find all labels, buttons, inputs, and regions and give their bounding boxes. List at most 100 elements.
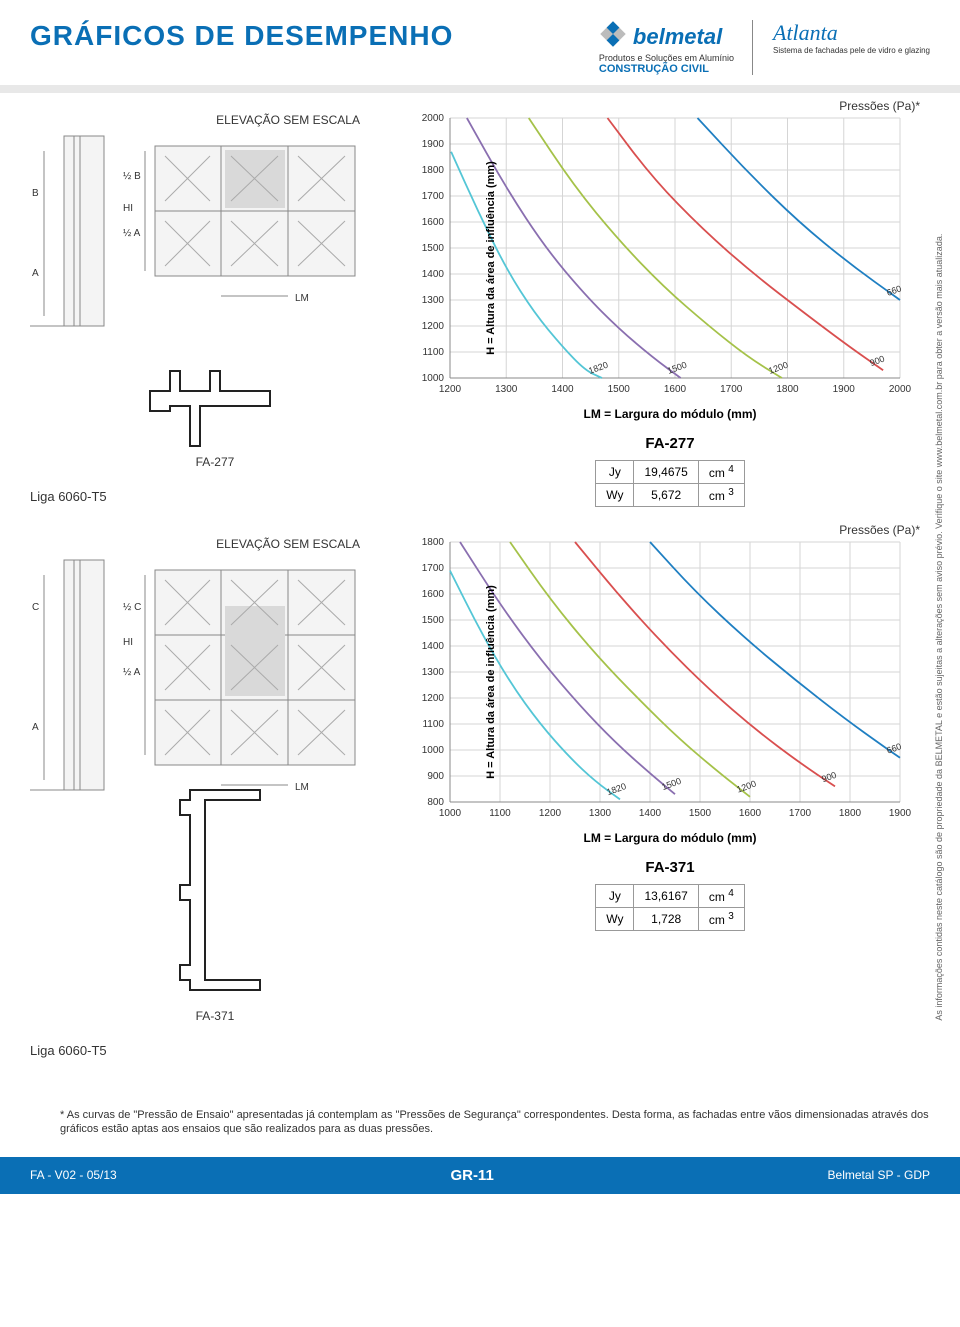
dim-halfA: ½ A bbox=[123, 228, 141, 239]
svg-text:900: 900 bbox=[427, 771, 444, 782]
logo-group: belmetal Produtos e Soluções em Alumínio… bbox=[599, 20, 930, 75]
footer-page-number: GR-11 bbox=[450, 1167, 493, 1184]
svg-text:1300: 1300 bbox=[422, 667, 445, 678]
svg-text:900: 900 bbox=[868, 354, 886, 369]
svg-text:1800: 1800 bbox=[422, 537, 445, 548]
dim-halfA2: ½ A bbox=[123, 667, 141, 678]
svg-text:1400: 1400 bbox=[422, 269, 445, 280]
svg-text:1000: 1000 bbox=[422, 373, 445, 384]
svg-text:1200: 1200 bbox=[439, 384, 462, 395]
profile-code-1: FA-277 bbox=[30, 455, 400, 469]
svg-text:1500: 1500 bbox=[422, 615, 445, 626]
pressoes-label-1: Pressões (Pa)* bbox=[839, 99, 920, 113]
svg-text:800: 800 bbox=[427, 797, 444, 808]
belmetal-diamond-icon bbox=[599, 20, 627, 53]
svg-text:1900: 1900 bbox=[833, 384, 856, 395]
props-title-2: FA-371 bbox=[410, 859, 930, 876]
svg-text:2000: 2000 bbox=[422, 113, 445, 124]
svg-text:1500: 1500 bbox=[689, 808, 712, 819]
footnote: * As curvas de "Pressão de Ensaio" apres… bbox=[0, 1098, 960, 1157]
svg-text:1500: 1500 bbox=[666, 360, 688, 376]
svg-text:1000: 1000 bbox=[422, 745, 445, 756]
svg-text:1300: 1300 bbox=[495, 384, 518, 395]
svg-text:1100: 1100 bbox=[489, 808, 511, 819]
dim-A: A bbox=[32, 268, 39, 279]
dim-LM2: LM bbox=[295, 782, 309, 793]
atlanta-logo: Atlanta Sistema de fachadas pele de vidr… bbox=[773, 20, 930, 55]
svg-text:1600: 1600 bbox=[422, 589, 445, 600]
footer-right: Belmetal SP - GDP bbox=[828, 1168, 930, 1182]
svg-text:1800: 1800 bbox=[839, 808, 862, 819]
profile-drawing-fa277 bbox=[30, 361, 400, 451]
svg-text:1200: 1200 bbox=[735, 778, 757, 794]
svg-text:900: 900 bbox=[820, 770, 838, 785]
svg-text:1500: 1500 bbox=[422, 243, 445, 254]
svg-text:1820: 1820 bbox=[605, 781, 627, 797]
profile-code-2: FA-371 bbox=[30, 1009, 400, 1023]
belmetal-name: belmetal bbox=[633, 24, 722, 50]
dim-B: B bbox=[32, 188, 39, 199]
atlanta-tagline: Sistema de fachadas pele de vidro e glaz… bbox=[773, 46, 930, 55]
liga-label-1: Liga 6060-T5 bbox=[30, 489, 400, 504]
props-title-1: FA-277 bbox=[410, 435, 930, 452]
svg-text:1800: 1800 bbox=[422, 165, 445, 176]
belmetal-segment: CONSTRUÇÃO CIVIL bbox=[599, 63, 734, 75]
atlanta-name: Atlanta bbox=[773, 20, 930, 46]
section-fa371: ELEVAÇÃO SEM ESCALA C A ½ C bbox=[30, 537, 930, 1058]
svg-text:1600: 1600 bbox=[422, 217, 445, 228]
belmetal-logo: belmetal Produtos e Soluções em Alumínio… bbox=[599, 20, 753, 75]
svg-text:1900: 1900 bbox=[422, 139, 445, 150]
svg-text:1200: 1200 bbox=[767, 360, 789, 376]
svg-text:1700: 1700 bbox=[422, 191, 445, 202]
x-axis-label-1: LM = Largura do módulo (mm) bbox=[410, 407, 930, 421]
elevation-label-2: ELEVAÇÃO SEM ESCALA bbox=[30, 537, 400, 551]
side-disclaimer: As informações contidas neste catálogo s… bbox=[934, 160, 954, 1094]
page-title: GRÁFICOS DE DESEMPENHO bbox=[30, 20, 599, 52]
svg-text:1400: 1400 bbox=[422, 641, 445, 652]
svg-text:1200: 1200 bbox=[422, 693, 445, 704]
svg-text:1000: 1000 bbox=[439, 808, 462, 819]
belmetal-tagline: Produtos e Soluções em Alumínio bbox=[599, 53, 734, 63]
x-axis-label-2: LM = Largura do módulo (mm) bbox=[410, 831, 930, 845]
svg-text:1700: 1700 bbox=[789, 808, 812, 819]
svg-text:1900: 1900 bbox=[889, 808, 912, 819]
svg-text:1800: 1800 bbox=[776, 384, 799, 395]
y-axis-label-2: H = Altura da área de influência (mm) bbox=[485, 585, 497, 779]
svg-text:2000: 2000 bbox=[889, 384, 912, 395]
svg-text:1300: 1300 bbox=[589, 808, 612, 819]
svg-text:1100: 1100 bbox=[422, 347, 444, 358]
props-fa277: FA-277 Jy19,4675cm 4Wy5,672cm 3 bbox=[410, 435, 930, 507]
svg-text:1700: 1700 bbox=[720, 384, 743, 395]
svg-text:1600: 1600 bbox=[664, 384, 687, 395]
y-axis-label-1: H = Altura da área de influência (mm) bbox=[485, 161, 497, 355]
svg-text:1500: 1500 bbox=[660, 776, 682, 792]
dim-halfB: ½ B bbox=[123, 171, 141, 182]
chart-fa277: H = Altura da área de influência (mm) 10… bbox=[410, 113, 910, 403]
svg-text:1600: 1600 bbox=[739, 808, 762, 819]
liga-label-2: Liga 6060-T5 bbox=[30, 1043, 400, 1058]
elevation-label: ELEVAÇÃO SEM ESCALA bbox=[30, 113, 400, 127]
dim-HI2: HI bbox=[123, 637, 133, 648]
svg-text:1200: 1200 bbox=[422, 321, 445, 332]
profile-drawing-fa371 bbox=[30, 785, 400, 1005]
footer-left: FA - V02 - 05/13 bbox=[30, 1168, 117, 1182]
svg-text:1400: 1400 bbox=[639, 808, 662, 819]
svg-text:1200: 1200 bbox=[539, 808, 562, 819]
chart-fa371: H = Altura da área de influência (mm) 80… bbox=[410, 537, 910, 827]
dim-halfC: ½ C bbox=[123, 602, 141, 613]
elevation-drawing-1: B A ½ B HI ½ A bbox=[30, 131, 400, 351]
svg-text:1820: 1820 bbox=[587, 360, 609, 376]
svg-text:1100: 1100 bbox=[422, 719, 444, 730]
page-header: GRÁFICOS DE DESEMPENHO belmetal Produtos… bbox=[0, 0, 960, 93]
elevation-drawing-2: C A ½ C HI ½ A bbox=[30, 555, 400, 775]
section-fa277: ELEVAÇÃO SEM ESCALA B A bbox=[30, 113, 930, 507]
page-footer: FA - V02 - 05/13 GR-11 Belmetal SP - GDP bbox=[0, 1157, 960, 1194]
dim-LM: LM bbox=[295, 293, 309, 304]
svg-text:1700: 1700 bbox=[422, 563, 445, 574]
props-fa371: FA-371 Jy13,6167cm 4Wy1,728cm 3 bbox=[410, 859, 930, 931]
pressoes-label-2: Pressões (Pa)* bbox=[839, 523, 920, 537]
dim-C: C bbox=[32, 602, 39, 613]
svg-text:1500: 1500 bbox=[608, 384, 631, 395]
svg-text:1400: 1400 bbox=[551, 384, 574, 395]
svg-text:1300: 1300 bbox=[422, 295, 445, 306]
